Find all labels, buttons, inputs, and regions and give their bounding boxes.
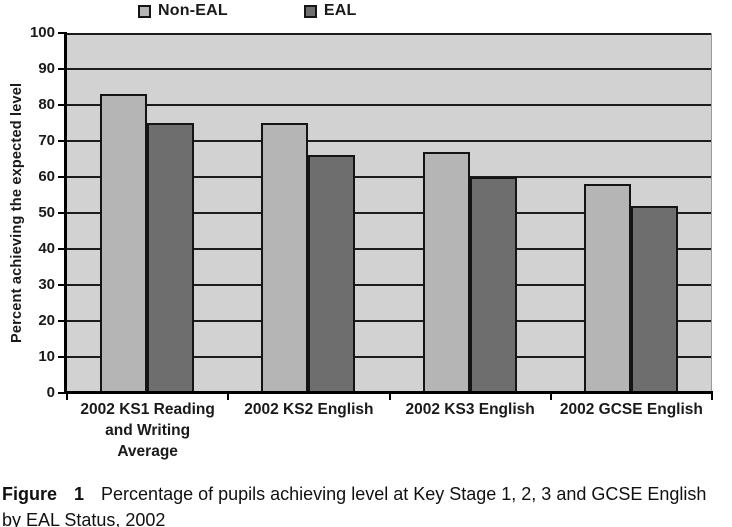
- y-tick-label-50: 50: [38, 204, 55, 221]
- x-tick-4: [711, 394, 713, 400]
- x-axis-line: [64, 391, 713, 394]
- y-tick-50: [58, 212, 65, 214]
- y-tick-70: [58, 140, 65, 142]
- caption-text: Percentage of pupils achieving level at …: [2, 484, 707, 527]
- gridline-60: [67, 176, 711, 178]
- gridline-20: [67, 320, 711, 322]
- y-tick-30: [58, 284, 65, 286]
- y-tick-40: [58, 248, 65, 250]
- bar-non-eal-1: [261, 123, 309, 393]
- x-category-label-line: 2002 KS2 English: [244, 401, 374, 418]
- x-category-label-line: 2002 KS1 Reading: [80, 401, 215, 418]
- y-tick-label-30: 30: [38, 276, 55, 293]
- x-category-label-line: 2002 KS3 English: [405, 401, 535, 418]
- y-tick-label-80: 80: [38, 96, 55, 113]
- bar-eal-1: [308, 155, 356, 393]
- x-category-label-line: 2002 GCSE English: [559, 401, 703, 418]
- y-tick-label-100: 100: [29, 24, 55, 41]
- gridline-30: [67, 284, 711, 286]
- chart-legend: Non-EAL EAL: [138, 2, 356, 20]
- figure-word: Figure: [2, 484, 58, 504]
- x-category-label-line: Average: [117, 443, 178, 460]
- legend-label-non-eal: Non-EAL: [158, 2, 228, 19]
- gridline-10: [67, 356, 711, 358]
- bar-non-eal-2: [422, 152, 470, 393]
- x-tick-0: [66, 394, 68, 400]
- legend-label-eal: EAL: [323, 2, 357, 19]
- bar-eal-2: [469, 177, 517, 393]
- gridline-40: [67, 248, 711, 250]
- y-tick-label-90: 90: [38, 60, 55, 77]
- y-tick-label-10: 10: [38, 348, 55, 365]
- gridline-90: [67, 68, 711, 70]
- x-category-label-3: 2002 GCSE English: [551, 399, 712, 420]
- x-category-label-0: 2002 KS1 Reading and Writing Average: [67, 399, 228, 462]
- bar-non-eal-3: [583, 184, 631, 393]
- y-tick-label-20: 20: [38, 312, 55, 329]
- gridline-50: [67, 212, 711, 214]
- y-tick-20: [58, 320, 65, 322]
- plot-area: [67, 33, 712, 393]
- y-tick-80: [58, 104, 65, 106]
- x-tick-2: [389, 394, 391, 400]
- bar-non-eal-0: [100, 94, 147, 393]
- y-tick-label-0: 0: [46, 384, 55, 401]
- figure-number: 1: [74, 484, 85, 504]
- y-tick-100: [58, 32, 65, 34]
- y-tick-10: [58, 356, 65, 358]
- gridline-70: [67, 140, 711, 142]
- legend-item-non-eal: Non-EAL: [138, 2, 228, 20]
- gridline-80: [67, 104, 711, 106]
- y-tick-90: [58, 68, 65, 70]
- x-tick-3: [550, 394, 552, 400]
- figure-caption: Figure 1 Percentage of pupils achieving le…: [2, 481, 730, 527]
- x-category-label-line: and Writing: [105, 422, 191, 439]
- bar-eal-3: [630, 206, 678, 393]
- legend-item-eal: EAL: [303, 2, 357, 20]
- bar-eal-0: [147, 123, 194, 393]
- gridline-100: [67, 33, 711, 35]
- x-tick-1: [227, 394, 229, 400]
- y-tick-60: [58, 176, 65, 178]
- y-tick-label-70: 70: [38, 132, 55, 149]
- y-axis-line: [64, 32, 67, 394]
- x-category-label-2: 2002 KS3 English: [390, 399, 551, 420]
- x-category-label-1: 2002 KS2 English: [228, 399, 389, 420]
- legend-swatch-non-eal: [138, 4, 151, 18]
- y-tick-label-40: 40: [38, 240, 55, 257]
- legend-swatch-eal: [303, 4, 317, 18]
- y-tick-0: [58, 392, 65, 394]
- y-tick-label-60: 60: [38, 168, 55, 185]
